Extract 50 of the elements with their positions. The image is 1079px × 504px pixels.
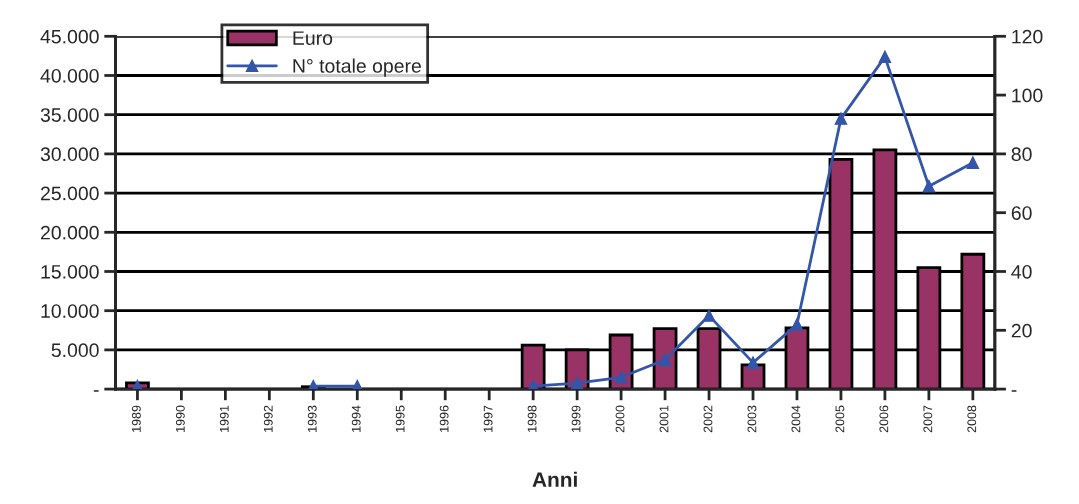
x-tick-label: 1992	[263, 405, 273, 432]
point	[878, 50, 892, 64]
x-tick-label: 2000	[615, 405, 625, 433]
point	[834, 112, 848, 125]
x-tick-label: 1991	[219, 405, 229, 432]
y2-tick-label: 120	[1012, 29, 1043, 44]
legend-label: Euro	[293, 31, 333, 45]
point	[658, 353, 672, 366]
point	[966, 156, 980, 169]
y2-tick-label: 100	[1012, 88, 1043, 103]
point	[922, 179, 936, 193]
point	[702, 309, 716, 322]
y2-tick-label: 20	[1011, 323, 1032, 338]
x-tick-label: 2004	[791, 405, 801, 433]
x-tick-label: 1996	[439, 405, 449, 432]
x-tick-label: 2007	[923, 405, 933, 433]
y-tick-label: 5.000	[51, 343, 99, 358]
x-axis-title: Anni	[532, 471, 577, 487]
y-tick-label: -	[93, 390, 99, 392]
y-tick-label: 15.000	[41, 264, 99, 279]
y-tick-label: 30.000	[40, 147, 99, 162]
y-tick-label: 45.000	[40, 29, 99, 44]
y-tick-label: 20.000	[40, 225, 99, 240]
y-tick-label: 25.000	[40, 186, 99, 201]
y2-tick-label: -	[1011, 390, 1017, 392]
x-tick-label: 2002	[703, 405, 713, 433]
x-tick-label: 1989	[131, 405, 141, 432]
x-tick-label: 2003	[747, 405, 757, 433]
y-tick-label: 35.000	[40, 108, 99, 122]
y2-tick-label: 40	[1011, 264, 1032, 279]
x-tick-label: 1994	[351, 405, 361, 432]
x-tick-label: 1995	[395, 405, 405, 432]
point	[790, 318, 804, 331]
point	[570, 376, 584, 390]
y-tick-label: 10.000	[41, 304, 99, 318]
point	[746, 356, 760, 369]
x-tick-label: 2005	[835, 405, 845, 433]
y2-tick-label: 80	[1011, 147, 1032, 162]
y2-tick-label: 60	[1011, 206, 1032, 220]
x-tick-label: 1990	[175, 405, 185, 432]
x-tick-label: 1998	[527, 405, 537, 432]
point	[614, 371, 628, 384]
x-tick-label: 1999	[571, 405, 581, 432]
x-tick-label: 1997	[483, 405, 493, 432]
y-tick-label: 40.000	[40, 68, 99, 83]
x-tick-label: 2006	[879, 405, 889, 433]
legend-label: N° totale opere	[293, 58, 421, 77]
x-tick-label: 2001	[659, 405, 669, 433]
x-tick-label: 2008	[967, 405, 977, 433]
x-tick-label: 1993	[307, 405, 317, 432]
